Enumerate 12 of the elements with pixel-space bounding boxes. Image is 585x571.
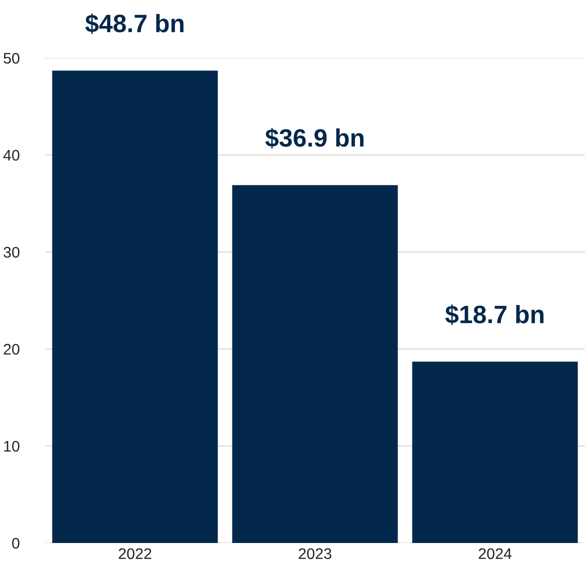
- x-tick-label: 2024: [478, 548, 512, 560]
- y-tick-label: 40: [3, 150, 20, 161]
- y-tick-label: 10: [4, 440, 20, 452]
- data-label: $36.9 bn: [265, 128, 364, 148]
- data-label: $48.7 bn: [85, 14, 184, 34]
- x-tick-label: 2023: [298, 548, 332, 560]
- y-tick-label: 0: [12, 538, 20, 549]
- y-tick-label: 20: [4, 344, 20, 355]
- y-tick-label: 50: [4, 52, 20, 64]
- x-tick-label: 2022: [118, 548, 152, 560]
- data-label: $18.7 bn: [445, 304, 544, 325]
- y-tick-label: 30: [4, 246, 20, 258]
